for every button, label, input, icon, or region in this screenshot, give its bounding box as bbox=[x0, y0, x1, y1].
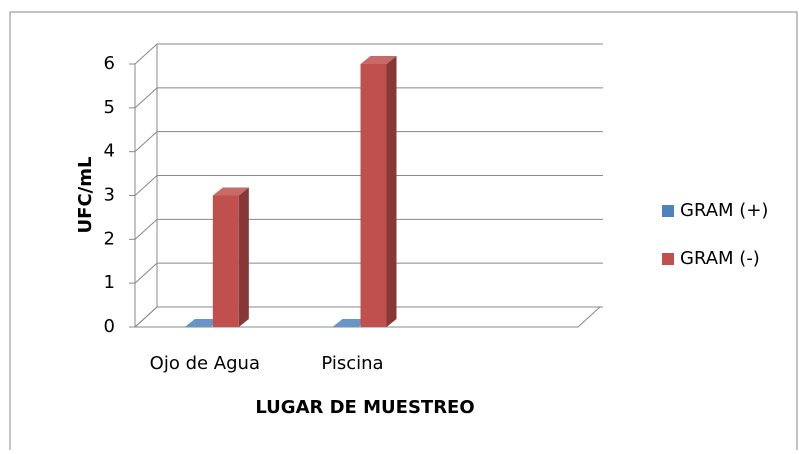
bar bbox=[184, 319, 221, 327]
bar-face bbox=[212, 187, 249, 196]
grid-line bbox=[134, 262, 603, 284]
legend-label: GRAM (-) bbox=[680, 248, 760, 269]
y-tick-label: 0 bbox=[104, 316, 115, 337]
bar-face bbox=[332, 319, 369, 327]
bar-face bbox=[212, 195, 239, 327]
grid-line bbox=[134, 306, 603, 328]
bar-face bbox=[360, 64, 387, 327]
bar-face bbox=[184, 319, 221, 327]
legend-swatch bbox=[662, 253, 674, 265]
grid-line bbox=[134, 87, 603, 109]
y-tick-label: 2 bbox=[104, 228, 115, 249]
bar bbox=[360, 56, 397, 327]
y-tick-label: 5 bbox=[104, 97, 115, 118]
y-tick-label: 3 bbox=[104, 185, 115, 206]
x-axis-title: LUGAR DE MUESTREO bbox=[255, 397, 474, 418]
y-tick-label: 6 bbox=[104, 53, 115, 74]
bar bbox=[332, 319, 369, 327]
y-tick-label: 1 bbox=[104, 272, 115, 293]
x-tick-label: Ojo de Agua bbox=[150, 353, 260, 374]
y-tick-label: 4 bbox=[104, 141, 115, 162]
bar-face bbox=[238, 187, 249, 327]
grid-line bbox=[134, 43, 603, 65]
legend-label: GRAM (+) bbox=[680, 200, 768, 221]
chart-border bbox=[9, 11, 798, 450]
y-axis-title: UFC/mL bbox=[75, 157, 96, 234]
grid-line bbox=[134, 175, 603, 196]
bar-face bbox=[386, 56, 397, 327]
bar-face bbox=[360, 56, 397, 64]
bar bbox=[212, 187, 249, 327]
legend-swatch bbox=[662, 205, 674, 217]
x-tick-label: Piscina bbox=[321, 353, 383, 374]
grid-line bbox=[134, 131, 603, 153]
grid-line bbox=[134, 218, 603, 240]
